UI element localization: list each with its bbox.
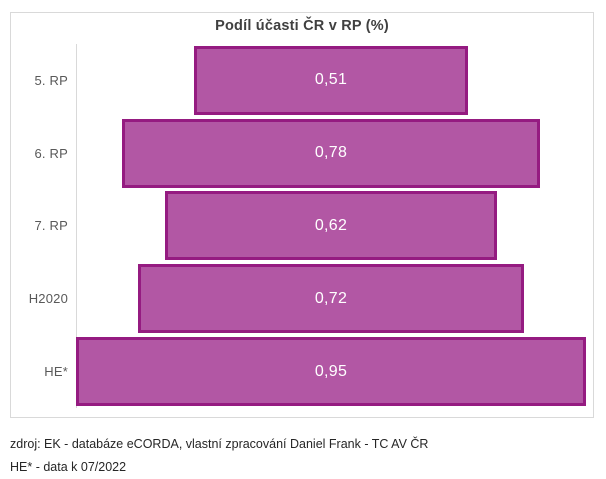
y-axis-line [76, 44, 77, 408]
source-line: zdroj: EK - databáze eCORDA, vlastní zpr… [10, 437, 429, 451]
bar-h2020: 0,72 [137, 264, 525, 334]
category-label: H2020 [28, 291, 68, 307]
value-label: 0,72 [314, 289, 348, 307]
bar-5-rp: 0,51 [194, 45, 468, 115]
bar-rows: 5. RP 0,51 6. RP 0,78 7. RP 0,62 H2020 0,72 HE* 0… [11, 44, 593, 408]
chart-row: 6. RP 0,78 [11, 117, 593, 190]
category-label: 6. RP [34, 145, 68, 161]
value-label: 0,51 [314, 71, 348, 89]
chart-row: H2020 0,72 [11, 262, 593, 335]
category-label: HE* [44, 364, 68, 380]
bar-area: 0,95 [76, 335, 586, 408]
bar-6-rp: 0,78 [121, 118, 541, 188]
source-note: zdroj: EK - databáze eCORDA, vlastní zpr… [10, 433, 428, 479]
chart-row: 7. RP 0,62 [11, 190, 593, 263]
chart-row: 5. RP 0,51 [11, 44, 593, 117]
plot-area: 5. RP 0,51 6. RP 0,78 7. RP 0,62 H2020 0,72 HE* 0… [11, 44, 593, 408]
chart-title: Podíl účasti ČR v RP (%) [215, 18, 389, 34]
chart-container: Podíl účasti ČR v RP (%) 5. RP 0,51 6. RP 0… [10, 12, 594, 418]
bar-7-rp: 0,62 [164, 191, 498, 261]
bar-area: 0,72 [76, 262, 586, 335]
value-label: 0,95 [314, 362, 348, 380]
bar-he: 0,95 [76, 337, 586, 407]
category-label: 7. RP [34, 218, 68, 234]
note-line: HE* - data k 07/2022 [10, 460, 127, 474]
value-label: 0,78 [314, 144, 348, 162]
category-label: 5. RP [34, 72, 68, 88]
bar-area: 0,51 [76, 44, 586, 117]
chart-row: HE* 0,95 [11, 335, 593, 408]
value-label: 0,62 [314, 216, 348, 234]
bar-area: 0,62 [76, 190, 586, 263]
bar-area: 0,78 [76, 117, 586, 190]
